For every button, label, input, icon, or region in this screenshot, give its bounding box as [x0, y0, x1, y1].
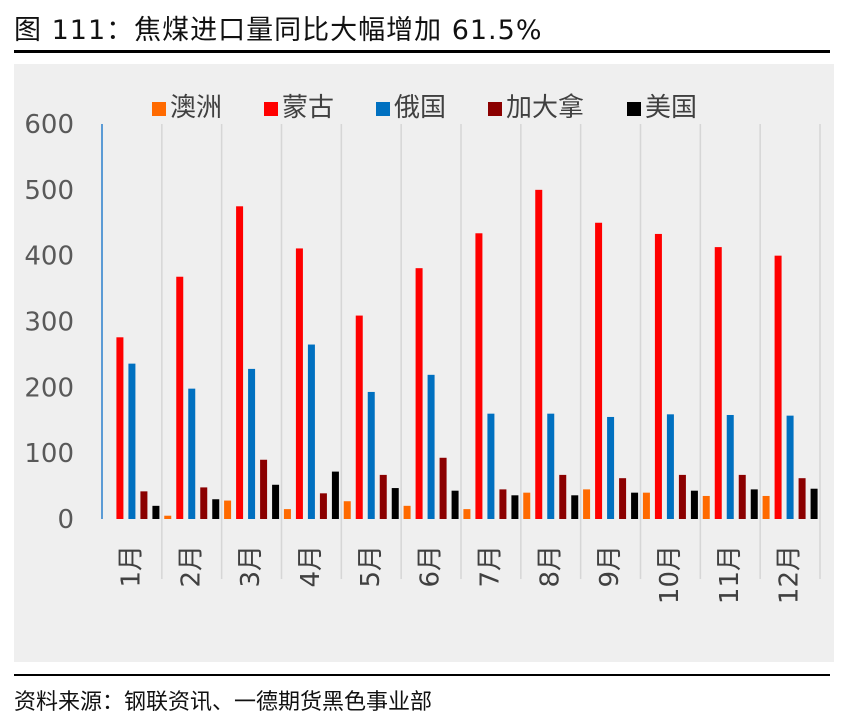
bar	[379, 474, 387, 519]
bar	[798, 478, 806, 519]
bar	[511, 495, 519, 519]
bar	[666, 414, 674, 519]
source-rule	[14, 674, 830, 676]
bar	[164, 515, 172, 519]
legend-swatch	[264, 102, 278, 116]
bar	[750, 489, 758, 519]
y-tick-label: 400	[24, 242, 74, 272]
y-tick-label: 300	[24, 308, 74, 338]
bar	[607, 416, 615, 519]
legend-label: 加大拿	[506, 93, 584, 123]
bar	[475, 233, 483, 520]
x-tick-label: 8月	[535, 545, 565, 588]
y-tick-label: 600	[24, 110, 74, 140]
bar	[319, 493, 327, 519]
legend-label: 美国	[645, 93, 697, 123]
bar	[188, 388, 196, 519]
bar	[451, 490, 459, 519]
bar-chart: 0 100 200 300 400 500 600 1月 2月 3月 4月 5月 6月 7月 8月 9月 10月…	[24, 93, 821, 604]
title-rule	[14, 50, 830, 53]
x-tick-label: 9月	[595, 545, 625, 588]
bar	[463, 509, 471, 519]
bar	[415, 268, 423, 519]
bar	[738, 474, 746, 519]
legend-swatch	[152, 102, 166, 116]
x-tick-label: 5月	[356, 545, 386, 588]
chart-area: 0 100 200 300 400 500 600 1月 2月 3月 4月 5月 6月 7月 8月 9月 10月…	[14, 64, 834, 662]
x-tick-label: 11月	[715, 545, 745, 604]
bar	[726, 414, 734, 519]
legend-swatch	[488, 102, 502, 116]
bar	[619, 478, 627, 519]
bar	[786, 415, 794, 519]
bar	[487, 413, 495, 519]
x-tick-label: 6月	[416, 545, 446, 588]
bar	[690, 490, 698, 519]
bar	[367, 391, 375, 519]
bar	[224, 500, 232, 519]
bar	[152, 505, 160, 519]
bar	[260, 459, 268, 519]
x-tick-label: 10月	[655, 545, 685, 604]
x-tick-label: 7月	[475, 545, 505, 588]
bar	[283, 509, 291, 519]
bar	[307, 344, 315, 519]
bar	[331, 471, 339, 519]
bar	[403, 505, 411, 519]
legend-swatch	[376, 102, 390, 116]
bar	[595, 222, 603, 519]
bar	[236, 206, 244, 519]
bar	[391, 488, 399, 519]
y-tick-label: 500	[24, 176, 74, 206]
bar	[535, 189, 543, 519]
bar	[702, 495, 710, 519]
bar	[810, 488, 818, 519]
bar	[295, 248, 303, 520]
legend-label: 蒙古	[282, 93, 334, 123]
bar	[714, 247, 722, 519]
bar	[427, 374, 435, 519]
bar	[116, 337, 124, 519]
bar	[499, 489, 507, 519]
legend-label: 俄国	[394, 93, 446, 123]
y-tick-label: 0	[57, 505, 74, 535]
x-tick-label: 3月	[236, 545, 266, 588]
bar	[128, 363, 136, 519]
bar	[547, 413, 555, 519]
source-note: 资料来源：钢联资讯、一德期货黑色事业部	[14, 690, 433, 715]
bar	[343, 501, 351, 519]
bar	[272, 484, 280, 519]
bar	[355, 315, 363, 519]
bar	[631, 492, 639, 519]
bar	[176, 276, 184, 519]
bar	[140, 491, 148, 519]
bar	[654, 233, 662, 520]
bar	[523, 492, 531, 519]
x-tick-label: 2月	[176, 545, 206, 588]
bar	[439, 457, 447, 519]
bar	[583, 489, 591, 519]
x-tick-label: 12月	[775, 545, 805, 604]
y-tick-label: 100	[24, 439, 74, 469]
bar	[642, 492, 650, 519]
bar	[200, 487, 208, 519]
x-tick-label: 4月	[296, 545, 326, 588]
figure-title: 图 111：焦煤进口量同比大幅增加 61.5%	[14, 15, 543, 46]
x-tick-label: 1月	[116, 545, 146, 588]
legend-swatch	[627, 102, 641, 116]
legend-label: 澳洲	[170, 93, 222, 123]
bar	[678, 474, 686, 519]
bar	[559, 474, 567, 519]
bar	[762, 495, 770, 519]
bar	[212, 499, 220, 519]
bar	[248, 368, 256, 519]
bar	[571, 495, 579, 519]
y-tick-label: 200	[24, 373, 74, 403]
bar	[774, 255, 782, 519]
